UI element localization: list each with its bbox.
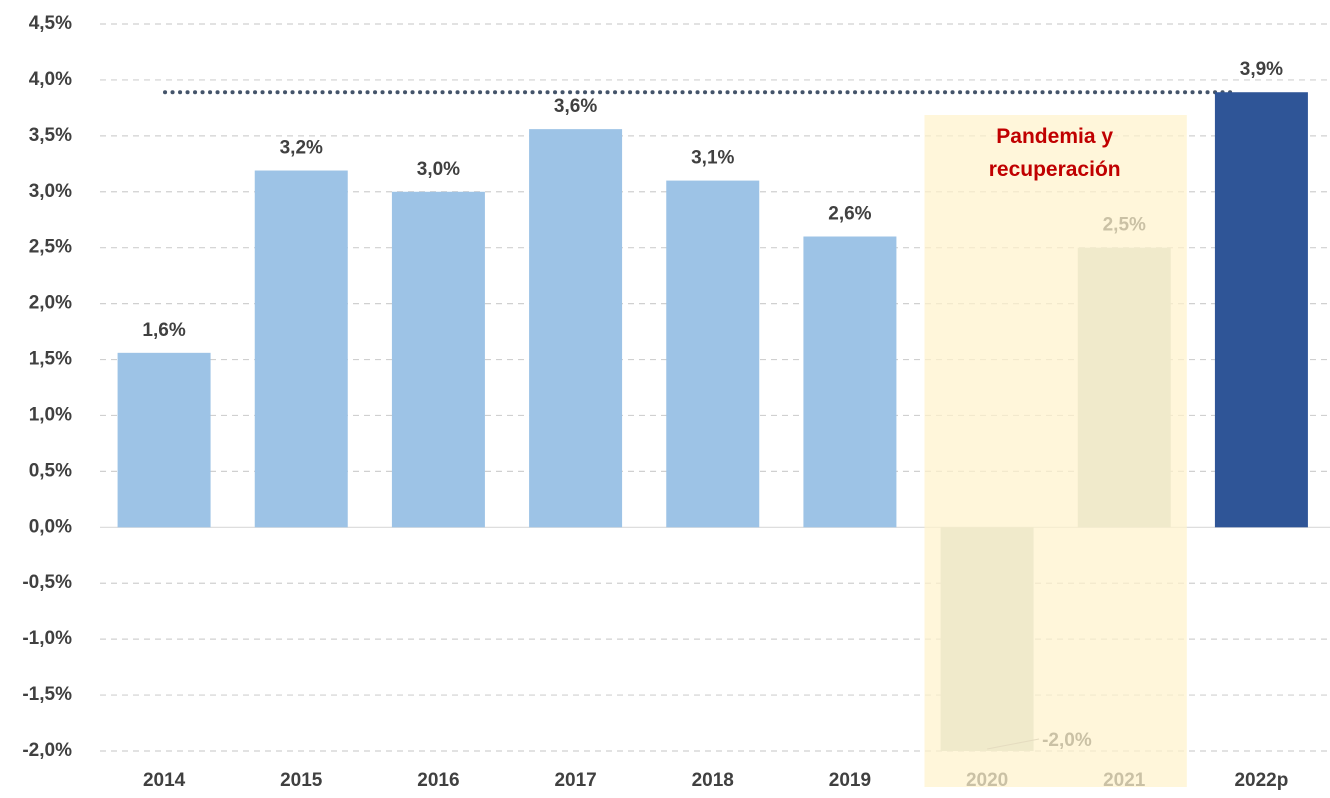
data-label: 3,0% <box>417 159 460 180</box>
bar <box>391 191 485 528</box>
y-tick-label: -1,0% <box>22 628 72 649</box>
highlight-region <box>924 115 1187 787</box>
y-tick-label: 1,5% <box>29 349 72 370</box>
bar <box>117 352 211 528</box>
x-tick-label: 2022p <box>1234 770 1288 791</box>
data-label: 3,1% <box>691 148 734 169</box>
data-label: 3,6% <box>554 96 597 117</box>
annotation: Pandemia y recuperación <box>989 125 1121 181</box>
y-tick-label: 3,5% <box>29 125 72 146</box>
y-tick-label: 2,5% <box>29 237 72 258</box>
x-tick-label: 2014 <box>143 770 186 791</box>
data-label: 2,6% <box>828 204 871 225</box>
x-tick-label: 2016 <box>417 770 459 791</box>
bar <box>1214 92 1308 528</box>
y-tick-label: -0,5% <box>22 572 72 593</box>
bar <box>254 170 348 528</box>
bar <box>529 129 623 528</box>
y-tick-label: 4,0% <box>29 69 72 90</box>
data-label: 1,6% <box>142 320 185 341</box>
x-tick-label: 2017 <box>554 770 596 791</box>
data-label: 3,9% <box>1240 59 1283 80</box>
x-tick-label: 2018 <box>692 770 734 791</box>
y-tick-label: -2,0% <box>22 740 72 761</box>
y-tick-label: -1,5% <box>22 684 72 705</box>
data-label: 3,2% <box>280 138 323 159</box>
y-tick-label: 0,5% <box>29 460 72 481</box>
y-tick-label: 3,0% <box>29 181 72 202</box>
x-tick-label: 2019 <box>829 770 871 791</box>
y-tick-label: 0,0% <box>29 516 72 537</box>
y-tick-label: 1,0% <box>29 404 72 425</box>
bar <box>803 236 897 528</box>
bar <box>666 180 760 528</box>
y-tick-label: 4,5% <box>29 13 72 34</box>
y-tick-label: 2,0% <box>29 293 72 314</box>
x-tick-label: 2015 <box>280 770 323 791</box>
